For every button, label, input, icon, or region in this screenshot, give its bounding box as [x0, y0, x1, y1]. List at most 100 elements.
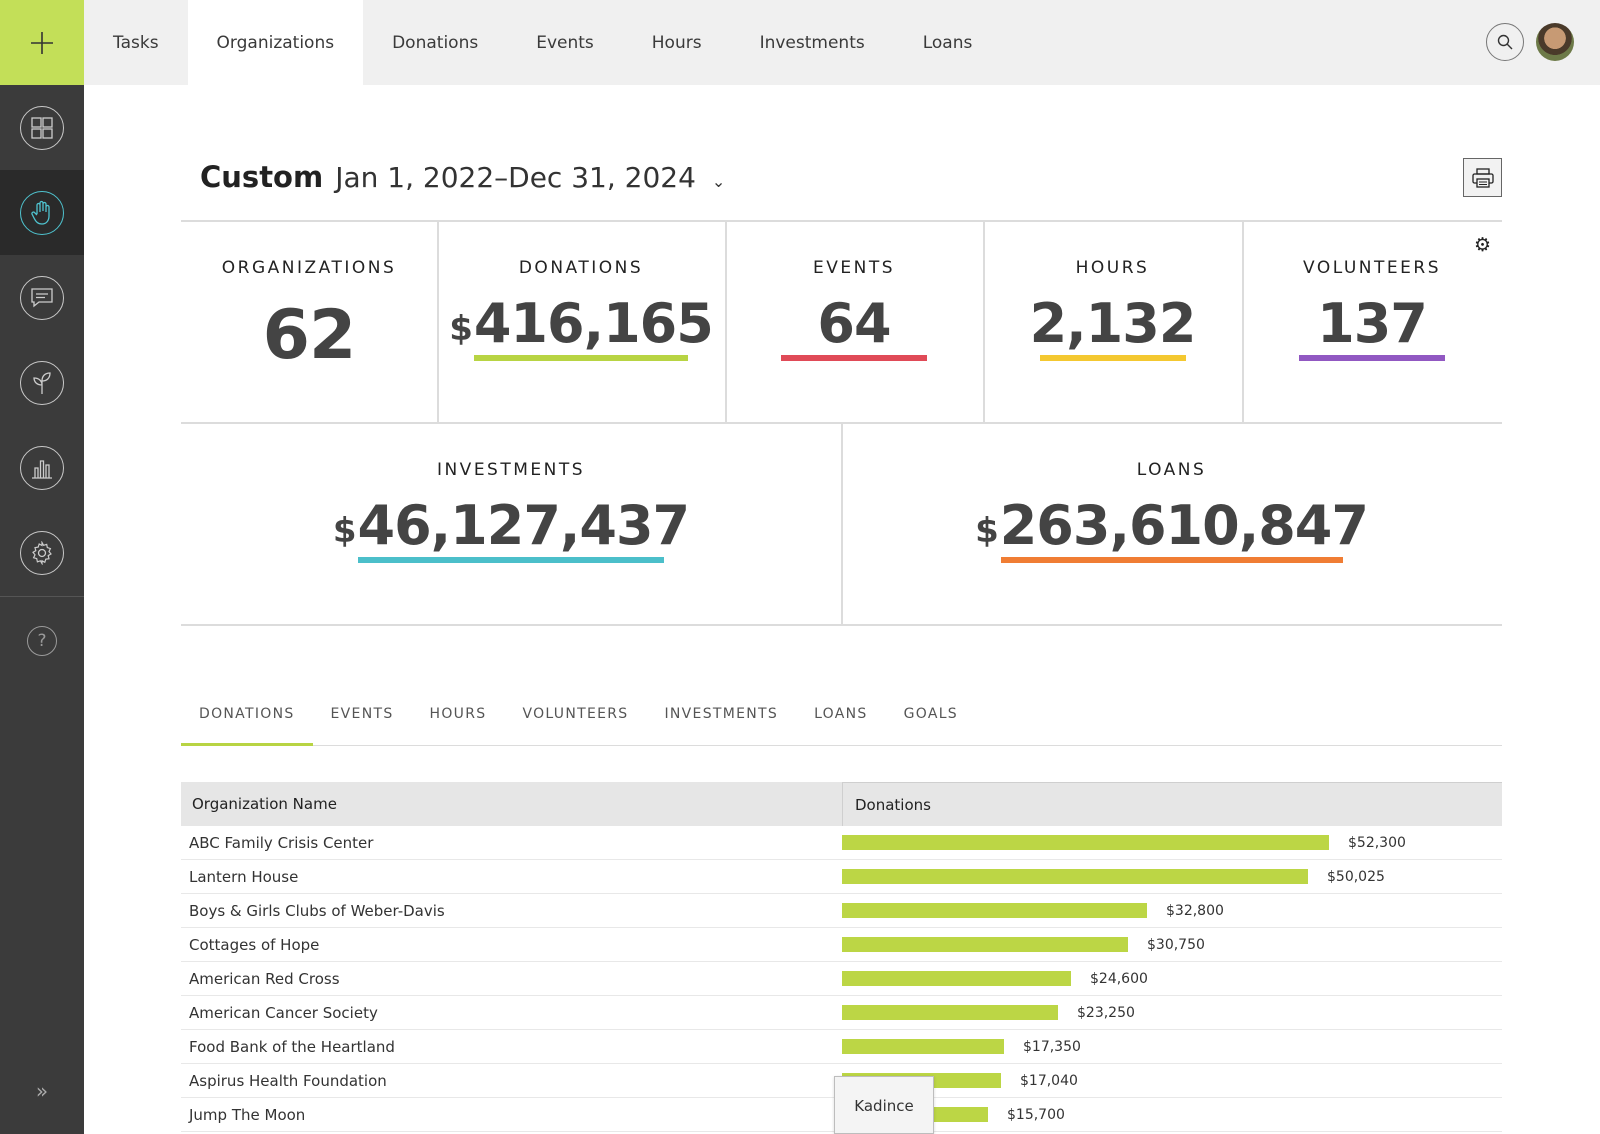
- column-header-donations[interactable]: Donations: [842, 782, 1502, 826]
- sidebar-divider: [0, 596, 84, 597]
- donation-value-label: $15,700: [1007, 1106, 1065, 1123]
- donation-value-label: $52,300: [1348, 834, 1406, 851]
- donation-bar: [842, 1005, 1058, 1020]
- donation-bar: [842, 903, 1147, 918]
- stat-value: $46,127,437: [332, 494, 690, 557]
- detail-tabs: DONATIONS EVENTS HOURS VOLUNTEERS INVEST…: [181, 692, 1502, 746]
- stat-underline: [474, 355, 688, 361]
- print-button[interactable]: [1463, 158, 1502, 197]
- tab-hours-detail[interactable]: HOURS: [429, 706, 487, 722]
- dashboard-icon: [31, 116, 53, 139]
- tab-investments[interactable]: Investments: [759, 32, 865, 53]
- table-row[interactable]: Boys & Girls Clubs of Weber-Davis $32,800: [181, 894, 1502, 928]
- table-row[interactable]: American Red Cross $24,600: [181, 962, 1502, 996]
- sidebar-item-growth[interactable]: [0, 340, 84, 425]
- stat-underline: [358, 557, 664, 563]
- organization-name: American Cancer Society: [189, 1003, 378, 1022]
- stat-label: INVESTMENTS: [436, 460, 586, 480]
- search-icon: [1497, 34, 1513, 50]
- tab-loans[interactable]: Loans: [922, 32, 973, 53]
- tab-goals-detail[interactable]: GOALS: [903, 706, 958, 722]
- stat-value: 137: [1317, 292, 1428, 355]
- sidebar: ? »: [0, 0, 84, 1134]
- tab-volunteers-detail[interactable]: VOLUNTEERS: [522, 706, 629, 722]
- stat-loans[interactable]: LOANS $263,610,847: [841, 460, 1502, 563]
- donation-bar-cell: $50,025: [842, 860, 1502, 894]
- donation-value-label: $17,350: [1023, 1038, 1081, 1055]
- donation-bar: [842, 869, 1308, 884]
- table-row[interactable]: ABC Family Crisis Center $52,300: [181, 826, 1502, 860]
- stat-hours[interactable]: HOURS 2,132: [983, 258, 1242, 361]
- organization-name: Boys & Girls Clubs of Weber-Davis: [189, 901, 445, 920]
- table-row[interactable]: American Cancer Society $23,250: [181, 996, 1502, 1030]
- tab-loans-detail[interactable]: LOANS: [814, 706, 868, 722]
- tooltip: Kadince: [834, 1076, 934, 1134]
- tab-tasks[interactable]: Tasks: [113, 32, 159, 53]
- tab-events-detail[interactable]: EVENTS: [330, 706, 394, 722]
- plus-icon: [31, 31, 53, 54]
- table-row[interactable]: Lantern House $50,025: [181, 860, 1502, 894]
- stat-events[interactable]: EVENTS 64: [725, 258, 983, 361]
- help-button[interactable]: ?: [0, 616, 84, 666]
- stat-organizations[interactable]: ORGANIZATIONS 62: [181, 258, 437, 375]
- tab-organizations[interactable]: Organizations: [187, 0, 364, 85]
- sidebar-item-dashboard[interactable]: [0, 85, 84, 170]
- stat-donations[interactable]: DONATIONS $416,165: [437, 258, 725, 361]
- avatar[interactable]: [1536, 23, 1574, 61]
- donation-value-label: $23,250: [1077, 1004, 1135, 1021]
- sidebar-item-engagement[interactable]: [0, 170, 84, 255]
- stat-underline: [1299, 355, 1445, 361]
- tab-investments-detail[interactable]: INVESTMENTS: [664, 706, 779, 722]
- donation-bar-cell: $32,800: [842, 894, 1502, 928]
- stat-volunteers[interactable]: VOLUNTEERS 137: [1242, 258, 1502, 361]
- table-row[interactable]: Food Bank of the Heartland $17,350: [181, 1030, 1502, 1064]
- column-header-organization[interactable]: Organization Name: [192, 795, 337, 813]
- donation-bar: [842, 1039, 1004, 1054]
- donation-bar-cell: $17,350: [842, 1030, 1502, 1064]
- stat-label: EVENTS: [812, 258, 895, 278]
- table-row[interactable]: Cottages of Hope $30,750: [181, 928, 1502, 962]
- stat-value: 2,132: [1029, 292, 1197, 355]
- bar-chart-icon: [32, 459, 52, 479]
- stat-label: LOANS: [1136, 460, 1207, 480]
- stats-panel: ORGANIZATIONS 62 DONATIONS $416,165 EVEN…: [181, 220, 1502, 626]
- donation-value-label: $30,750: [1147, 936, 1205, 953]
- tab-events[interactable]: Events: [536, 32, 594, 53]
- donation-bar: [842, 937, 1128, 952]
- stat-label: HOURS: [1075, 258, 1150, 278]
- donation-bar-cell: $52,300: [842, 826, 1502, 860]
- stat-value: 64: [817, 292, 891, 355]
- stat-label: VOLUNTEERS: [1303, 258, 1441, 278]
- donation-bar-cell: $24,600: [842, 962, 1502, 996]
- donation-value-label: $17,040: [1020, 1072, 1078, 1089]
- settings-gear-icon[interactable]: ⚙: [1474, 234, 1492, 256]
- tab-hours[interactable]: Hours: [651, 32, 702, 53]
- donation-value-label: $32,800: [1166, 902, 1224, 919]
- double-chevron-right-icon: »: [35, 1079, 49, 1103]
- top-nav: Tasks Organizations Donations Events Hou…: [84, 0, 1600, 85]
- organization-name: American Red Cross: [189, 969, 340, 988]
- tab-donations-detail[interactable]: DONATIONS: [181, 692, 313, 746]
- tab-donations[interactable]: Donations: [392, 32, 479, 53]
- donation-value-label: $50,025: [1327, 868, 1385, 885]
- printer-icon: [1471, 167, 1494, 188]
- organization-name: Cottages of Hope: [189, 935, 320, 954]
- add-button[interactable]: [0, 0, 84, 85]
- stat-label: ORGANIZATIONS: [221, 258, 397, 278]
- stat-value: 62: [262, 296, 357, 375]
- sprout-icon: [33, 371, 51, 394]
- donation-bar: [842, 971, 1071, 986]
- sidebar-item-messages[interactable]: [0, 255, 84, 340]
- stat-investments[interactable]: INVESTMENTS $46,127,437: [181, 460, 841, 563]
- date-range-selector[interactable]: Custom Jan 1, 2022–Dec 31, 2024 ⌄: [200, 160, 725, 194]
- expand-sidebar-button[interactable]: »: [0, 1076, 84, 1106]
- stat-underline: [1000, 557, 1343, 563]
- sidebar-item-reports[interactable]: [0, 425, 84, 510]
- gear-icon: [32, 540, 52, 565]
- donations-table: Organization Name Donations ABC Family C…: [181, 782, 1502, 1132]
- search-button[interactable]: [1486, 23, 1524, 61]
- sidebar-item-settings[interactable]: [0, 510, 84, 595]
- stat-underline: [781, 355, 927, 361]
- donation-bar-cell: $17,040: [842, 1064, 1502, 1098]
- chevron-down-icon: ⌄: [711, 172, 726, 191]
